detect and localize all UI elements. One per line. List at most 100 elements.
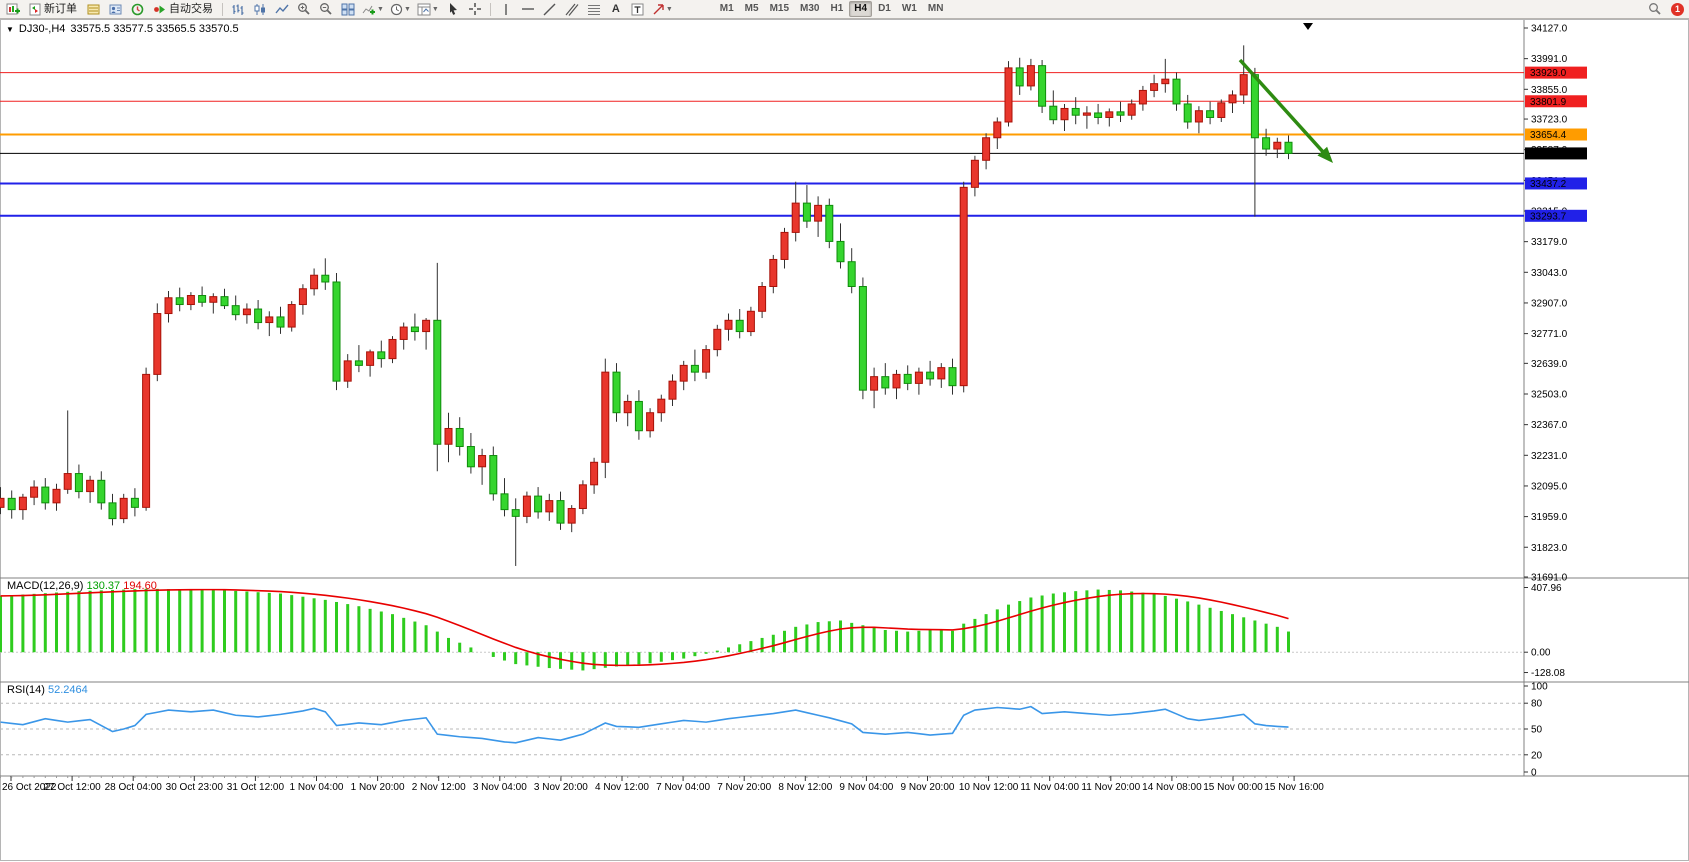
candle [1273,141,1282,150]
vertical-line-tool-icon[interactable] [496,2,516,17]
candle [892,373,901,389]
zoom-in-icon[interactable] [294,2,314,17]
candle [724,319,733,330]
price-badge-label: 33570.5 [1530,149,1567,160]
navigator-icon[interactable] [105,2,125,17]
axes[interactable]: 34127.033991.033855.033723.033587.033451… [0,24,1588,794]
candle [1138,89,1147,105]
candle [690,364,699,373]
candle [1228,94,1237,104]
candle [814,204,823,222]
candle [41,486,50,504]
price-tick: 31959.0 [1531,512,1568,523]
candle [903,373,912,384]
templates-button[interactable]: ▼ [415,2,441,17]
timeframe-mn[interactable]: MN [927,3,944,14]
periods-button[interactable]: ▼ [388,2,413,17]
candle [276,316,285,328]
price-tick: 32907.0 [1531,298,1568,309]
annotations[interactable] [1238,23,1333,163]
market-watch-icon[interactable] [83,2,103,17]
zoom-out-icon[interactable] [316,2,336,17]
timeframe-m1[interactable]: M1 [719,3,734,14]
horizontal-line-tool-icon[interactable] [518,2,538,17]
chart-shift-marker[interactable] [1303,23,1313,30]
auto-trading-button[interactable]: 自动交易 [149,2,217,17]
level-lines[interactable] [0,72,1524,217]
crosshair-tool-icon[interactable] [465,2,485,17]
time-tick: 10 Nov 12:00 [959,782,1019,793]
metaeditor-icon[interactable] [127,2,147,17]
timeframe-h4[interactable]: H4 [849,1,873,17]
template-icon [417,3,431,15]
order-doc-icon [29,3,41,15]
candle [522,495,531,517]
arrow-shape-icon [653,3,664,14]
candle [97,479,106,504]
candle [455,427,464,448]
candle [1060,107,1069,121]
candle [298,288,307,306]
timeframe-group: M1 M5 M15 M30 H1 H4 D1 W1 MN [715,1,949,17]
time-tick: 4 Nov 12:00 [595,782,649,793]
rsi-tick: 100 [1531,682,1548,693]
candle [388,338,397,360]
cursor-tool-icon[interactable] [443,2,463,17]
timeframe-m5[interactable]: M5 [744,3,759,14]
candle [634,400,643,432]
candle [366,351,375,366]
candle [1250,74,1259,139]
candle [679,364,688,382]
candle [1284,141,1293,154]
trend-arrow[interactable] [1238,58,1329,158]
arrows-tool-button[interactable]: ▼ [650,2,675,17]
candle [1150,83,1159,91]
rsi-tick: 80 [1531,699,1543,710]
tile-windows-icon[interactable] [338,2,358,17]
search-icon[interactable] [1645,2,1665,17]
candle [959,186,968,387]
candle [668,380,677,400]
indicators-button[interactable]: ▼ [360,2,386,17]
chevron-down-icon: ▼ [665,5,673,13]
candle [657,398,666,414]
timeframe-h1[interactable]: H1 [830,3,844,14]
fibonacci-tool-icon[interactable] [584,2,604,17]
trendline-tool-icon[interactable] [540,2,560,17]
time-tick: 1 Nov 04:00 [290,782,344,793]
timeframe-d1[interactable]: D1 [878,3,891,14]
candle [18,496,27,511]
main-toolbar: 新订单 自动交易 [0,0,1689,19]
timeframe-m15[interactable]: M15 [769,3,790,14]
text-label-tool-icon[interactable] [628,2,648,17]
timeframe-m30[interactable]: M30 [800,3,820,14]
candle [1094,112,1103,118]
candle [1206,110,1215,118]
candle [63,473,72,490]
bar-chart-mode-icon[interactable] [228,2,248,17]
channel-tool-icon[interactable] [562,2,582,17]
candle [601,371,610,463]
time-tick: 15 Nov 16:00 [1264,782,1324,793]
price-tick: 33723.0 [1531,115,1568,126]
timeframe-w1[interactable]: W1 [901,3,917,14]
new-order-button[interactable]: 新订单 [25,2,81,17]
price-badge [1525,95,1587,108]
candle [343,360,352,382]
notification-badge[interactable]: 1 [1671,2,1684,16]
price-tick: 32095.0 [1531,481,1568,492]
new-chart-icon[interactable] [3,2,23,17]
line-chart-mode-icon[interactable] [272,2,292,17]
time-tick: 9 Nov 04:00 [839,782,893,793]
candle [713,328,722,351]
candle [1161,78,1170,85]
candle [310,274,319,290]
candle [914,371,923,384]
candlestick-mode-icon[interactable] [250,2,270,17]
text-tool-icon[interactable]: A [611,2,620,15]
candle [1026,65,1035,87]
candle [332,281,341,382]
candle [1194,110,1203,123]
